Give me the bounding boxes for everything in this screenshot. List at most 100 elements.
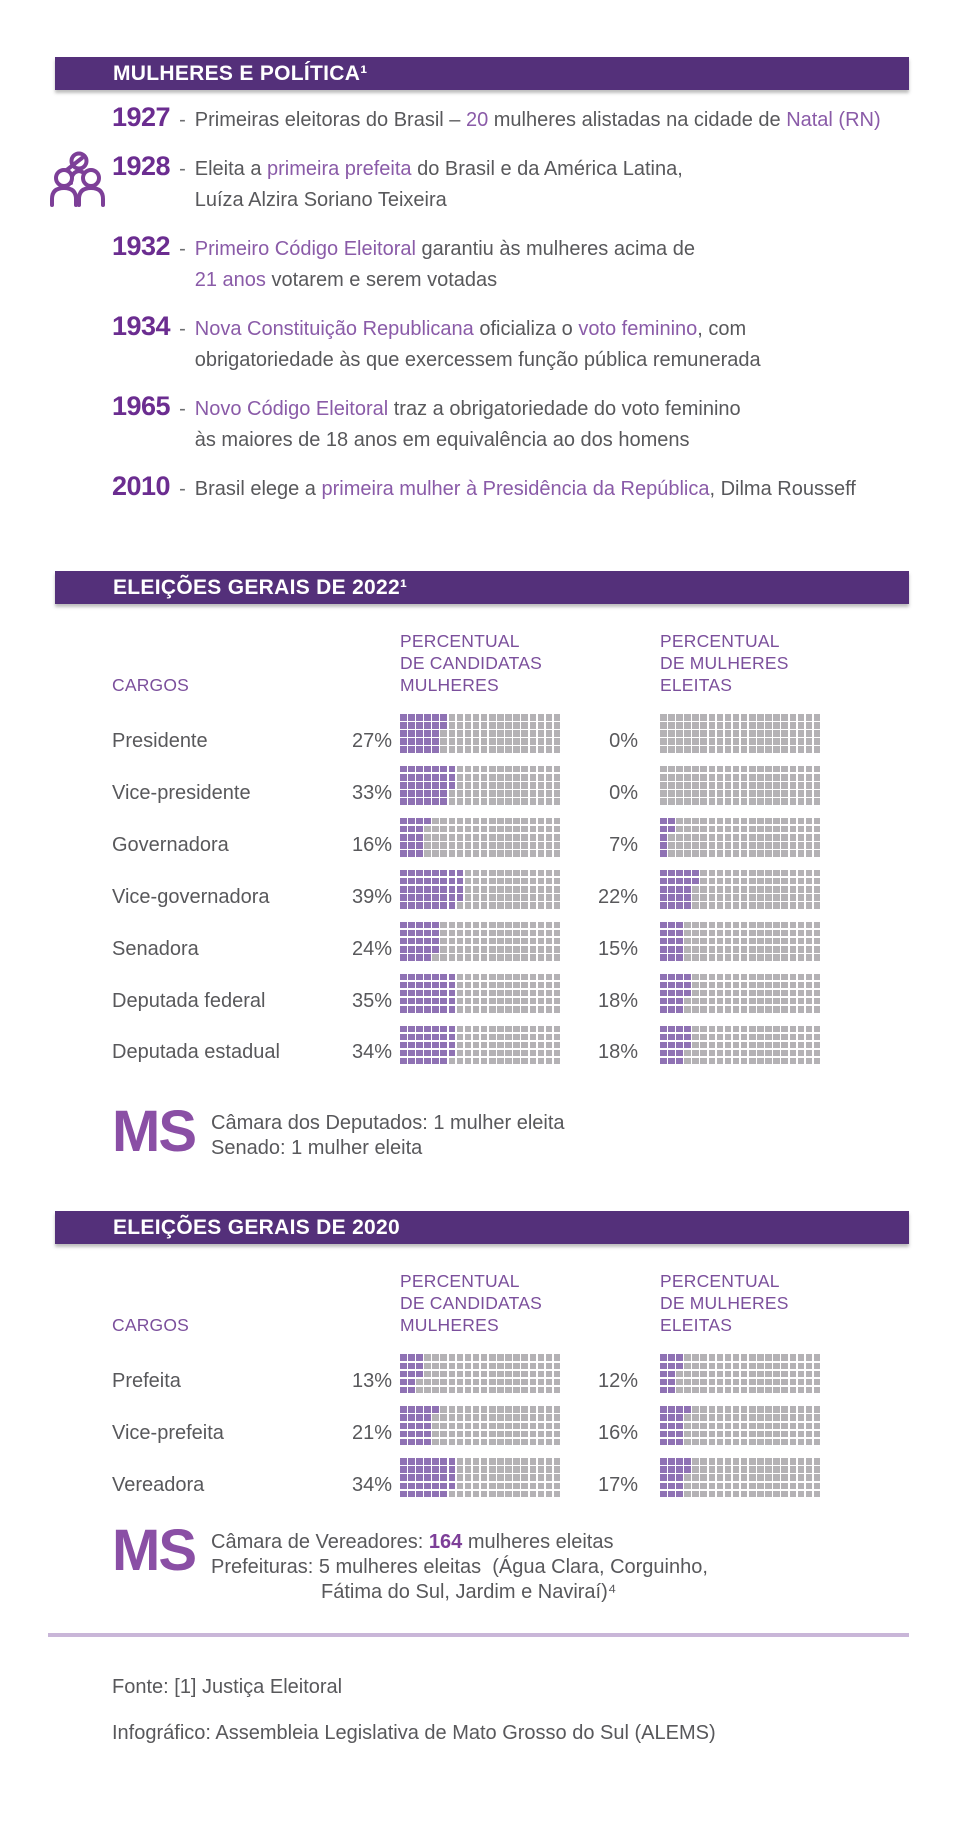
waffle-cell [700,945,708,953]
waffle-cell [432,1458,439,1465]
waffle-cell [773,1041,780,1049]
timeline-dash: - [179,398,186,420]
waffle-cell [692,1458,699,1465]
waffle-cell [424,1362,431,1370]
waffle-cell [749,1438,756,1446]
waffle-cell [505,954,512,961]
waffle-cell [813,798,821,805]
waffle-cell [545,1422,553,1430]
waffle-cell [732,877,740,885]
waffle-cell [708,989,716,997]
waffle-cell [521,790,528,797]
waffle-cell [448,1005,456,1013]
waffle-cell [773,782,780,789]
section-title-2022: ELEIÇÕES GERAIS DE 2022¹ [113,575,408,599]
waffle-cell [773,945,780,953]
waffle-cell [724,790,732,797]
waffle-cell [692,782,699,789]
waffle-cell [660,1406,667,1413]
waffle-cell [464,1438,472,1446]
waffle-cell [684,714,691,721]
eleitas-waffle-chart [660,921,821,961]
waffle-cell [797,1414,805,1422]
waffle-cell [529,894,537,901]
waffle-cell [440,1354,448,1361]
waffle-cell [408,1033,415,1041]
waffle-cell [781,1458,788,1465]
waffle-cell [537,782,545,789]
waffle-cell [513,1482,520,1490]
waffle-cell [408,730,415,737]
waffle-cell [732,929,740,937]
waffle-cell [749,1370,756,1378]
waffle-cell [708,1025,716,1033]
waffle-cell [684,825,691,833]
waffle-cell [432,1430,439,1438]
waffle-cell [529,1362,537,1370]
waffle-cell [513,1406,520,1413]
waffle-cell [513,765,520,773]
waffle-cell [765,869,772,877]
footer: Fonte: [1] Justiça Eleitoral Infográfico… [0,1675,954,1745]
waffle-cell [700,746,708,753]
waffle-cell [456,937,464,945]
waffle-cell [545,981,553,989]
waffle-cell [757,1057,764,1065]
waffle-cell [416,1474,423,1482]
waffle-cell [472,945,480,953]
waffle-cell [513,877,520,885]
waffle-cell [497,929,504,937]
waffle-cell [472,798,480,805]
source-text: Fonte: [1] Justiça Eleitoral [112,1676,343,1699]
waffle-cell [464,945,472,953]
column-header-candidatas: PERCENTUAL DE CANDIDATAS MULHERES [400,631,542,695]
waffle-cell [765,929,772,937]
waffle-cell [400,850,407,857]
waffle-cell [684,1490,691,1498]
waffle-cell [472,1057,480,1065]
waffle-cell [749,1386,756,1394]
waffle-cell [700,774,708,781]
waffle-cell [732,902,740,909]
waffle-cell [716,774,724,781]
waffle-cell [749,1414,756,1422]
timeline-dash: - [179,109,186,131]
text-segment: mulheres eleitas [462,1531,614,1554]
waffle-cell [740,1033,748,1041]
waffle-cell [537,1025,545,1033]
waffle-cell [773,1406,780,1413]
waffle-cell [773,722,780,729]
waffle-cell [757,730,764,737]
waffle-cell [781,842,788,849]
waffle-cell [472,869,480,877]
waffle-cell [684,1049,691,1057]
waffle-cell [424,885,431,893]
waffle-cell [456,945,464,953]
waffle-cell [416,1354,423,1361]
waffle-cell [440,817,448,825]
waffle-cell [781,714,788,721]
waffle-cell [692,842,699,849]
waffle-cell [660,877,667,885]
column-header-candidatas: PERCENTUAL DE CANDIDATAS MULHERES [400,1271,542,1336]
waffle-cell [797,817,805,825]
waffle-cell [456,1386,464,1394]
waffle-cell [448,722,456,729]
waffle-cell [773,738,780,745]
waffle-cell [757,774,764,781]
waffle-cell [789,798,797,805]
waffle-cell [416,945,423,953]
waffle-cell [749,894,756,901]
waffle-cell [497,817,504,825]
waffle-cell [440,997,448,1005]
waffle-cell [537,817,545,825]
waffle-cell [740,894,748,901]
cargo-label: Prefeita [112,1370,181,1393]
waffle-cell [773,877,780,885]
waffle-cell [505,1370,512,1378]
waffle-cell [545,921,553,929]
waffle-cell [472,997,480,1005]
waffle-cell [668,1378,675,1386]
waffle-cell [805,782,813,789]
waffle-cell [773,937,780,945]
